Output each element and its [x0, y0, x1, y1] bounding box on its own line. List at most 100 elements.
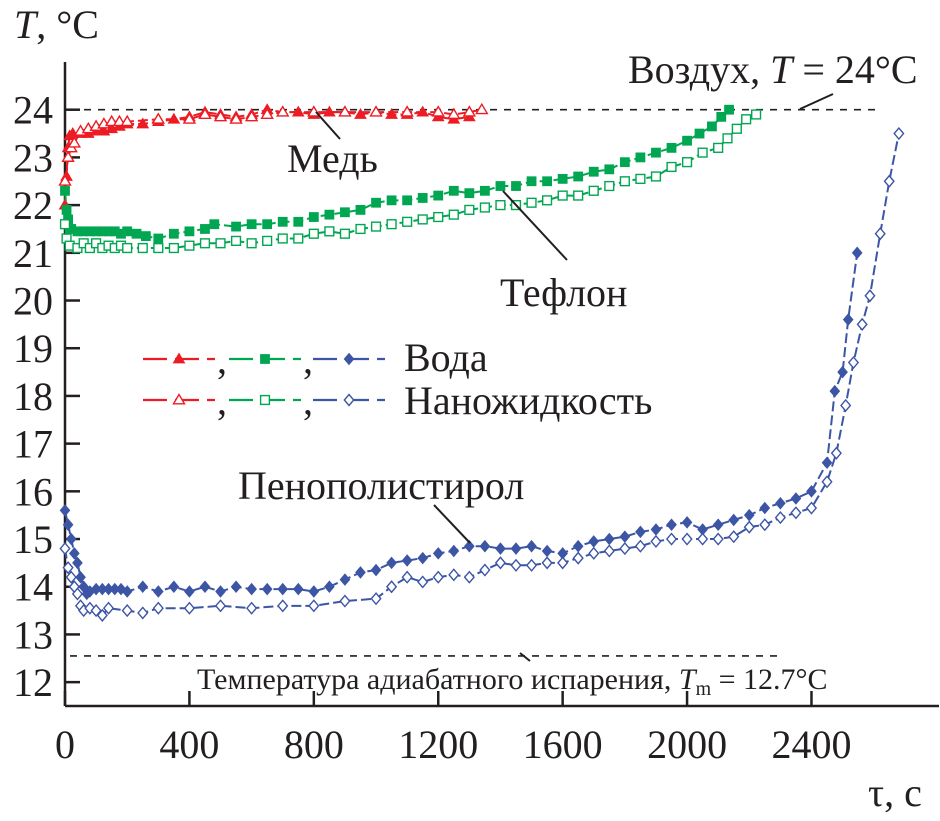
legend-separator: ,	[217, 378, 227, 423]
data-point-filled-square	[694, 128, 705, 139]
data-point-filled-diamond	[448, 544, 460, 558]
data-point-filled-diamond	[386, 556, 397, 570]
data-point-filled-diamond	[417, 551, 429, 565]
data-point-open-diamond	[214, 599, 227, 613]
data-point-filled-square	[355, 204, 366, 215]
data-point-filled-square	[122, 226, 133, 237]
y-tick-label: 12	[13, 660, 53, 705]
y-tick-label: 13	[13, 612, 53, 657]
data-point-open-diamond	[557, 556, 569, 570]
data-point-filled-square	[131, 228, 142, 239]
x-tick-label: 2000	[647, 722, 727, 767]
data-point-open-triangle	[475, 102, 489, 115]
data-point-filled-triangle	[354, 107, 367, 119]
data-point-filled-square	[60, 185, 70, 196]
data-point-filled-square	[651, 147, 661, 158]
data-point-open-diamond	[830, 446, 842, 460]
data-point-filled-diamond	[541, 544, 553, 558]
data-point-filled-diamond	[246, 582, 257, 596]
data-point-open-square	[402, 216, 413, 227]
data-point-filled-square	[61, 204, 72, 215]
data-point-filled-square	[619, 157, 630, 168]
data-point-filled-diamond	[230, 580, 242, 594]
data-point-filled-diamond	[292, 582, 304, 596]
series-open-diamond	[59, 126, 905, 622]
data-point-open-triangle	[61, 150, 75, 162]
data-point-open-square	[215, 238, 226, 249]
data-point-filled-diamond	[681, 516, 693, 529]
data-point-open-square	[713, 142, 724, 153]
data-point-filled-diamond	[339, 573, 351, 586]
data-point-open-diamond	[572, 551, 584, 565]
data-point-open-diamond	[743, 520, 755, 534]
data-point-open-diamond	[697, 532, 709, 546]
data-point-filled-diamond	[526, 539, 537, 553]
data-point-open-diamond	[893, 126, 905, 141]
y-axis-label: T, °C	[14, 2, 99, 47]
data-point-open-square	[259, 394, 271, 406]
data-point-open-diamond	[417, 575, 429, 589]
data-point-filled-diamond	[184, 585, 195, 598]
annotation-teflon: Тефлон	[500, 270, 627, 315]
data-point-filled-square	[260, 354, 270, 364]
data-point-filled-diamond	[806, 485, 817, 498]
data-point-filled-square	[724, 104, 734, 115]
data-point-open-diamond	[650, 534, 662, 549]
data-point-open-diamond	[59, 541, 71, 556]
series-filled-diamond	[59, 246, 863, 601]
legend-separator: ,	[217, 337, 227, 382]
teflon-leader	[502, 190, 568, 261]
data-point-open-square	[277, 233, 288, 244]
data-point-filled-diamond	[495, 542, 506, 555]
data-point-filled-diamond	[261, 582, 273, 596]
data-point-filled-diamond	[851, 246, 863, 260]
data-point-open-square	[635, 173, 646, 184]
data-point-open-triangle	[182, 112, 197, 124]
data-point-filled-diamond	[355, 566, 366, 579]
annotation-copper: Медь	[287, 136, 378, 181]
data-point-open-square	[122, 242, 133, 254]
data-point-filled-square	[448, 185, 459, 196]
data-point-filled-diamond	[635, 525, 646, 539]
data-point-open-diamond	[821, 475, 833, 489]
data-point-open-diamond	[619, 541, 631, 556]
data-point-open-triangle	[172, 393, 186, 405]
data-point-filled-diamond	[432, 547, 444, 560]
data-point-filled-diamond	[59, 504, 71, 517]
data-point-filled-diamond	[775, 496, 786, 510]
data-point-filled-diamond	[837, 365, 848, 379]
data-point-filled-square	[511, 181, 521, 191]
data-point-filled-square	[153, 233, 164, 244]
data-point-filled-diamond	[137, 580, 149, 594]
data-point-open-triangle	[104, 114, 119, 127]
data-point-open-triangle	[112, 114, 127, 127]
x-tick-label: 800	[284, 722, 344, 767]
data-point-open-diamond	[774, 510, 786, 525]
data-point-open-square	[448, 209, 459, 220]
adiabatic-label-leader	[519, 652, 531, 662]
data-point-open-triangle	[400, 105, 414, 117]
data-point-open-diamond	[137, 606, 149, 620]
data-point-open-diamond	[277, 599, 289, 613]
data-point-filled-square	[246, 219, 257, 230]
data-point-filled-triangle	[172, 352, 186, 364]
series-line	[64, 133, 900, 617]
data-point-open-diamond	[463, 570, 475, 584]
y-tick-label: 16	[13, 469, 53, 514]
data-point-open-diamond	[588, 546, 600, 560]
data-point-open-diamond	[121, 604, 133, 618]
data-point-open-square	[153, 242, 164, 254]
data-point-filled-diamond	[650, 523, 662, 536]
legend-label-nanofluid: Наножидкость	[404, 378, 652, 423]
data-point-open-square	[650, 171, 662, 182]
data-point-filled-square	[308, 212, 319, 222]
data-point-filled-diamond	[743, 508, 755, 522]
data-point-open-square	[168, 242, 179, 254]
data-point-open-diamond	[339, 594, 351, 608]
data-point-filled-diamond	[215, 585, 226, 598]
data-point-open-triangle	[58, 174, 72, 186]
y-tick-label: 15	[13, 517, 53, 562]
data-point-filled-square	[682, 135, 692, 146]
x-tick-label: 0	[55, 722, 75, 767]
